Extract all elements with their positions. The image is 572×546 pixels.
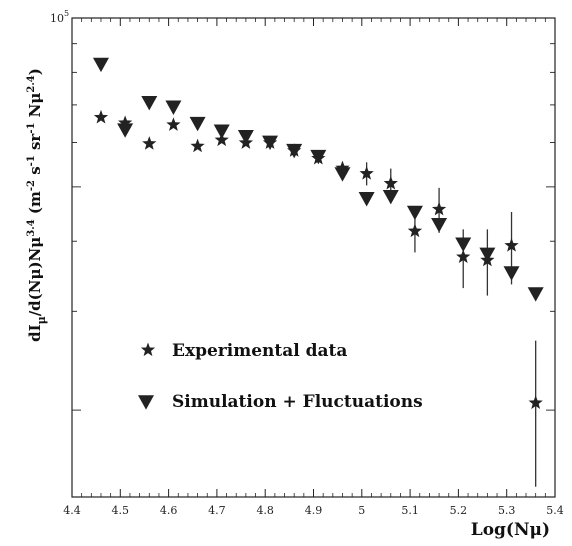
y-title-part-c: (m [26,191,44,219]
y-top-tick-base: 10 [50,12,64,25]
legend-star-marker [140,342,156,357]
y-title-part-g: ) [26,68,44,75]
simulation-point [406,205,423,221]
x-axis: 4.4 4.5 4.6 4.7 4.8 4.9 5 5.1 5.2 5.3 5.4 [63,18,564,517]
experimental-point [214,132,229,147]
x-tick-label: 5.1 [401,504,419,517]
x-tick-label: 5.3 [498,504,516,517]
y-title-part-f: Nμ [26,93,44,123]
y-title-sup-2-4: 2.4 [26,75,37,92]
x-tick-label: 4.4 [63,504,81,517]
legend-triangle-marker [138,395,154,410]
y-axis-title: dIμ/d(Nμ)Nμ3.4 (m-2 s-1 sr-1 Nμ2.4) [26,68,48,342]
experimental-point [359,166,374,180]
y-title-sup-m1a: -1 [26,155,37,166]
simulation-point [189,116,206,132]
y-top-tick-exp: 5 [64,9,69,18]
experimental-point [383,175,398,190]
x-tick-label: 5 [358,504,365,517]
experimental-point [287,143,302,157]
y-title-sup-3-4: 3.4 [26,219,37,236]
plot-frame [71,17,556,498]
x-tick-label: 4.6 [160,504,178,517]
simulation-point [527,287,544,302]
experimental-point [142,136,157,150]
simulation-point [117,123,134,138]
experimental-point [407,223,423,238]
y-title-part-e: sr [26,133,44,156]
simulation-point [358,192,375,207]
experimental-point [335,160,350,175]
triangle-down-icon [138,395,154,410]
simulation-point [382,190,399,205]
star-icon [140,342,156,357]
x-tick-label: 4.5 [112,504,130,517]
y-title-sup-m2: -2 [26,180,37,191]
data-markers [92,57,544,409]
experimental-point [166,117,181,131]
simulation-point [92,57,109,73]
experimental-point [480,252,495,267]
y-title-part-d: s [26,166,44,180]
simulation-point [141,96,158,111]
experimental-point [431,201,447,216]
experimental-point [262,135,278,149]
experimental-point [238,135,254,149]
x-tick-label: 4.9 [305,504,323,517]
legend-label-simulation: Simulation + Fluctuations [172,392,423,412]
simulation-point [503,266,520,281]
y-top-tick-label: 105 [50,9,69,25]
simulation-point [334,167,351,182]
experimental-point [311,150,326,165]
x-tick-label: 4.7 [208,504,226,517]
simulation-point [165,100,182,115]
y-title-sub-mu: μ [35,316,48,324]
experimental-point [190,138,205,153]
x-tick-label: 4.8 [256,504,274,517]
legend: Experimental data Simulation + Fluctuati… [138,341,423,412]
y-axis [72,17,555,411]
experimental-point [93,109,109,124]
simulation-point [213,124,230,139]
experimental-point [456,249,471,264]
experimental-point [528,395,543,409]
experimental-point [504,238,519,252]
simulation-point [455,237,472,252]
simulation-point [431,217,448,233]
y-title-sup-m1b: -1 [26,123,37,134]
x-tick-label: 5.2 [450,504,468,517]
x-tick-label: 5.4 [546,504,564,517]
y-title-part-a: dI [26,324,44,342]
experimental-point [118,115,133,130]
y-title-part-b: /d(Nμ)Nμ [26,237,44,317]
legend-label-experimental: Experimental data [172,341,347,361]
x-axis-title: Log(Nμ) [471,520,550,540]
